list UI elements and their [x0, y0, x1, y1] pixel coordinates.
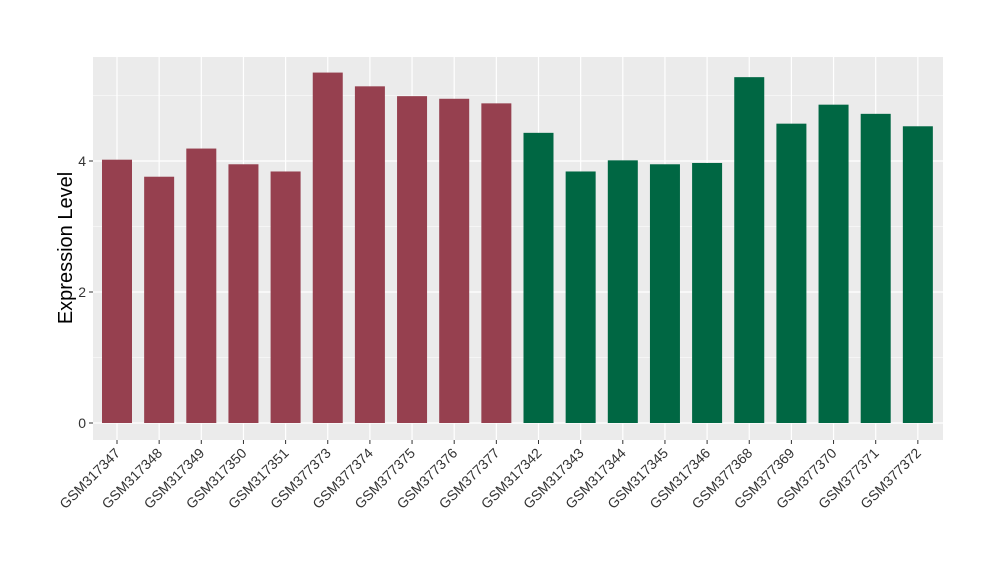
bar-GSM377368: [734, 77, 765, 423]
bar-GSM377370: [818, 104, 849, 424]
plot-panel: [93, 57, 943, 440]
bar-GSM317345: [649, 164, 680, 423]
bar-GSM317349: [186, 148, 217, 423]
y-tick-label: 4: [78, 153, 86, 169]
bar-GSM317342: [523, 132, 554, 423]
bar-GSM317347: [102, 159, 132, 423]
bar-GSM377373: [312, 72, 343, 423]
bar-GSM317350: [228, 164, 259, 423]
bar-GSM317351: [270, 171, 301, 423]
bar-GSM317344: [607, 160, 638, 423]
bar-GSM317343: [565, 171, 596, 423]
y-axis-ticks: 0 2 4: [78, 153, 93, 431]
bar-GSM377371: [860, 113, 891, 423]
bar-GSM377377: [481, 103, 512, 424]
bar-GSM377375: [397, 96, 428, 423]
bars: [102, 72, 933, 424]
bar-GSM377372: [902, 126, 933, 423]
y-tick-label: 2: [78, 284, 86, 300]
y-tick-label: 0: [78, 415, 86, 431]
bar-GSM377376: [439, 98, 470, 424]
y-axis-title: Expression Level: [55, 172, 77, 324]
bar-GSM377369: [776, 123, 807, 423]
bar-GSM317346: [692, 162, 723, 423]
bar-GSM317348: [144, 176, 175, 423]
bar-GSM377374: [354, 86, 385, 423]
x-axis-ticks: GSM317347GSM317348GSM317349GSM317350GSM3…: [56, 440, 924, 512]
